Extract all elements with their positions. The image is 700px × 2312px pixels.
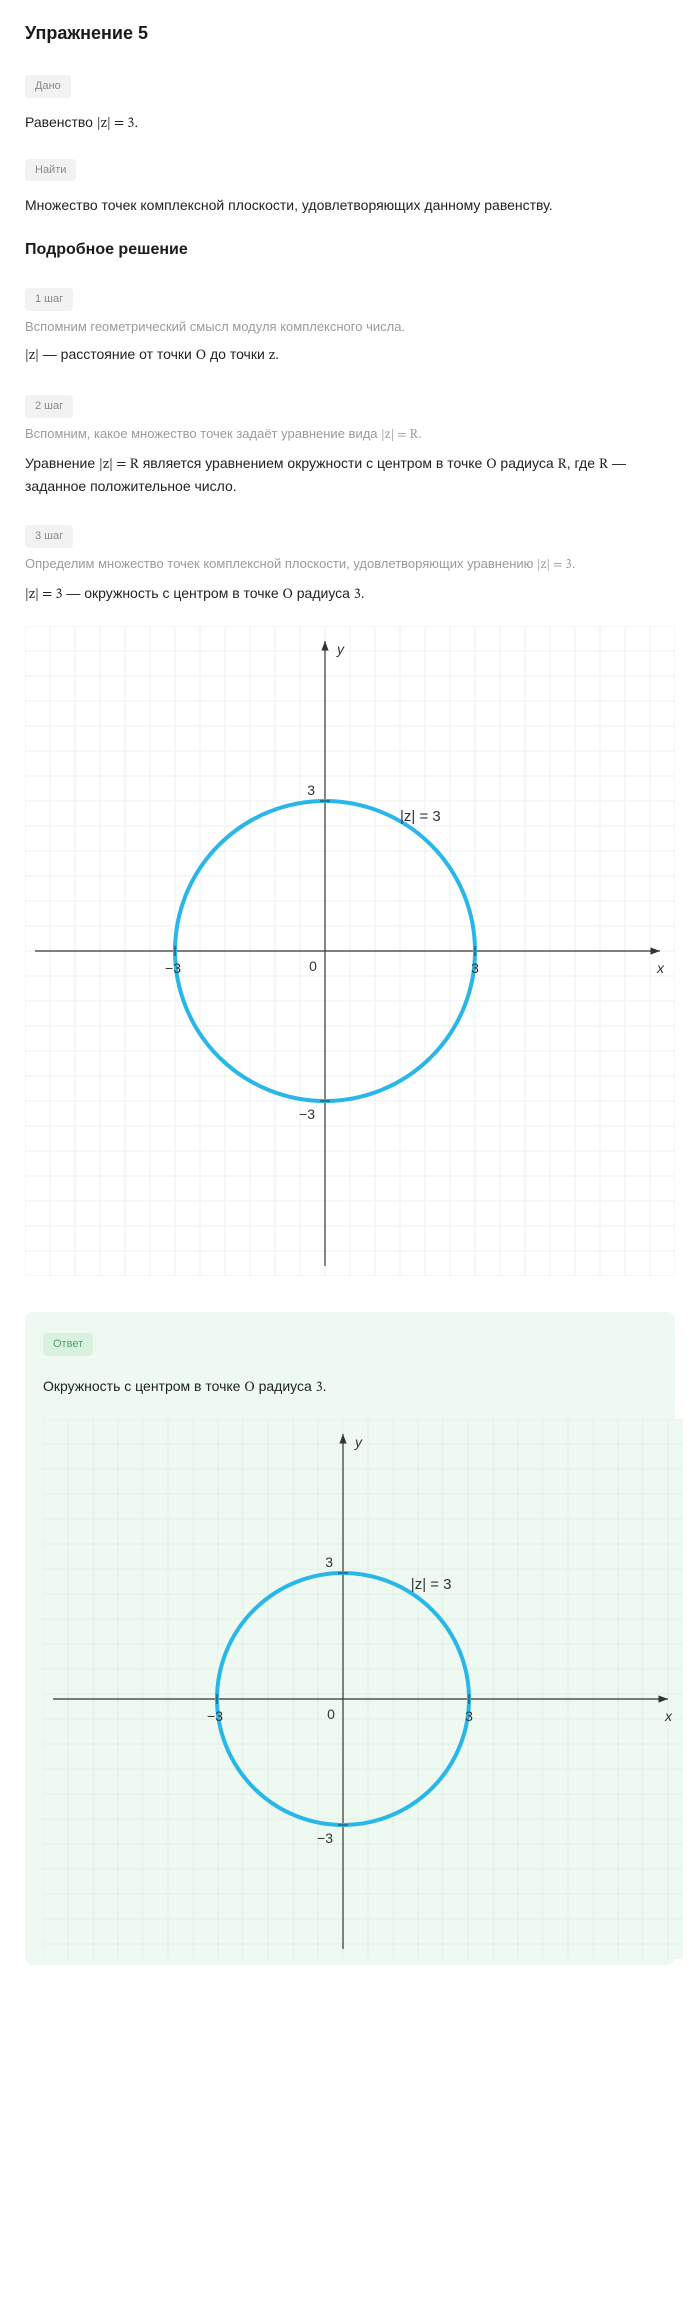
svg-text:3: 3 xyxy=(325,1554,333,1570)
step3-m3: 3 xyxy=(354,588,361,602)
given-math: |z| = 3 xyxy=(97,117,134,131)
step2-tag: 2 шаг xyxy=(25,395,73,418)
step3-line: |z| = 3 — окружность с центром в точке O… xyxy=(25,583,675,606)
step3-gray: Определим множество точек комплексной пл… xyxy=(25,554,675,576)
step1-line: |z| — расстояние от точки O до точки z. xyxy=(25,344,675,367)
step3-m1: |z| = 3 xyxy=(25,588,62,602)
answer-m1: O xyxy=(244,1381,254,1395)
step1-tag: 1 шаг xyxy=(25,288,73,311)
step3-gray-post: . xyxy=(572,556,576,571)
step2-m3: R xyxy=(558,458,567,472)
answer-pre: Окружность с центром в точке xyxy=(43,1378,244,1394)
step2-gray-post: . xyxy=(418,426,422,441)
answer-tag: Ответ xyxy=(43,1333,93,1356)
chart-svg: −3 3 3 −3 0 x y |z| = 3 xyxy=(25,626,675,1276)
step1-m1: |z| xyxy=(25,349,39,363)
answer-block: Ответ Окружность с центром в точке O рад… xyxy=(25,1312,675,1965)
given-pre: Равенство xyxy=(25,114,97,130)
svg-text:x: x xyxy=(664,1708,673,1724)
step2-m2: O xyxy=(486,458,496,472)
exercise-title: Упражнение 5 xyxy=(25,20,675,47)
step2-gray-pre: Вспомним, какое множество точек задаёт у… xyxy=(25,426,381,441)
step3-gray-math: |z| = 3 xyxy=(537,559,572,572)
answer-chart-svg: −3 3 3 −3 0 x y |z| = 3 xyxy=(43,1419,683,1959)
svg-text:y: y xyxy=(354,1434,363,1450)
step2-mid1: является уравнением окружности с центром… xyxy=(139,455,486,471)
answer-m2: 3 xyxy=(316,1381,323,1395)
answer-post: . xyxy=(323,1378,327,1394)
step3-m2: O xyxy=(283,588,293,602)
step2-pre: Уравнение xyxy=(25,455,99,471)
step2-gray-math: |z| = R xyxy=(381,429,418,442)
svg-text:0: 0 xyxy=(327,1706,335,1722)
svg-text:3: 3 xyxy=(465,1708,473,1724)
step2-mid3: , где xyxy=(567,455,599,471)
find-text: Множество точек комплексной плоскости, у… xyxy=(25,195,675,216)
step1-post: . xyxy=(275,346,279,362)
svg-text:3: 3 xyxy=(307,782,315,798)
step3-post: . xyxy=(361,585,365,601)
find-tag: Найти xyxy=(25,159,76,182)
step1-m2: O xyxy=(196,349,206,363)
step2-m1: |z| = R xyxy=(99,458,139,472)
svg-text:|z| = 3: |z| = 3 xyxy=(411,1576,452,1593)
solution-heading: Подробное решение xyxy=(25,238,675,262)
svg-text:−3: −3 xyxy=(165,960,181,976)
step1-gray: Вспомним геометрический смысл модуля ком… xyxy=(25,317,675,337)
svg-text:3: 3 xyxy=(471,960,479,976)
svg-text:−3: −3 xyxy=(207,1708,223,1724)
given-text: Равенство |z| = 3. xyxy=(25,112,675,135)
step3-mid1: — окружность с центром в точке xyxy=(62,585,282,601)
step2-mid2: радиуса xyxy=(497,455,558,471)
step3-mid2: радиуса xyxy=(293,585,354,601)
step3-gray-pre: Определим множество точек комплексной пл… xyxy=(25,556,537,571)
given-post: . xyxy=(134,114,138,130)
svg-text:y: y xyxy=(336,641,345,657)
step2-gray: Вспомним, какое множество точек задаёт у… xyxy=(25,424,675,446)
step1-mid2: до точки xyxy=(206,346,269,362)
answer-mid: радиуса xyxy=(255,1378,316,1394)
svg-text:−3: −3 xyxy=(317,1830,333,1846)
svg-text:|z| = 3: |z| = 3 xyxy=(400,808,441,825)
svg-text:−3: −3 xyxy=(299,1106,315,1122)
svg-text:x: x xyxy=(656,960,665,976)
given-tag: Дано xyxy=(25,75,71,98)
answer-line: Окружность с центром в точке O радиуса 3… xyxy=(43,1376,657,1399)
step2-line: Уравнение |z| = R является уравнением ок… xyxy=(25,453,675,497)
step2-m4: R xyxy=(599,458,608,472)
answer-chart: −333−30xy|z| = 3 xyxy=(43,1419,657,1965)
main-chart: −3 3 3 −3 0 x y |z| = 3 xyxy=(25,626,675,1282)
svg-text:0: 0 xyxy=(309,958,317,974)
step3-tag: 3 шаг xyxy=(25,525,73,548)
step1-mid: — расстояние от точки xyxy=(39,346,196,362)
